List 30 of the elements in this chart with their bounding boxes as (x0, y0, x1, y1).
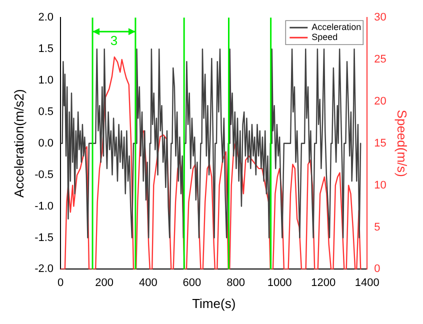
y-tick-label: 1.5 (38, 43, 54, 56)
x-tick-label: 600 (182, 276, 202, 289)
y2-tick-label: 20 (374, 96, 386, 108)
y2-tick-label: 0 (374, 263, 380, 276)
y2-axis-title: Speed(m/s) (394, 110, 410, 177)
y-tick-label: 1.0 (38, 74, 54, 87)
y-tick-label: -0.5 (34, 168, 54, 181)
y2-tick-label: 25 (374, 54, 386, 66)
legend-label: Acceleration (312, 22, 362, 32)
x-tick-label: 0 (57, 276, 64, 289)
x-tick-label: 200 (95, 276, 114, 289)
y-tick-label: 0.0 (38, 137, 54, 150)
y-tick-label: -1.0 (34, 200, 54, 212)
x-axis-title: Time(s) (192, 296, 236, 311)
x-tick-label: 1400 (354, 276, 380, 289)
y-tick-label: 0.5 (38, 106, 54, 118)
x-tick-label: 800 (226, 276, 245, 289)
y2-tick-label: 5 (374, 221, 380, 234)
y-axis-title: Acceleration(m/s2) (11, 89, 26, 198)
y-tick-label: 2.0 (38, 12, 54, 24)
y2-tick-label: 10 (374, 179, 386, 192)
x-tick-label: 1200 (311, 276, 336, 289)
x-tick-label: 1000 (267, 276, 292, 289)
x-tick-label: 400 (138, 276, 158, 289)
y-tick-label: -1.5 (34, 232, 54, 244)
y2-tick-label: 15 (374, 137, 386, 150)
y-tick-label: -2.0 (34, 263, 54, 276)
legend-label: Speed (312, 32, 338, 42)
annotation: 3 (110, 33, 118, 48)
y2-tick-label: 30 (374, 12, 386, 24)
